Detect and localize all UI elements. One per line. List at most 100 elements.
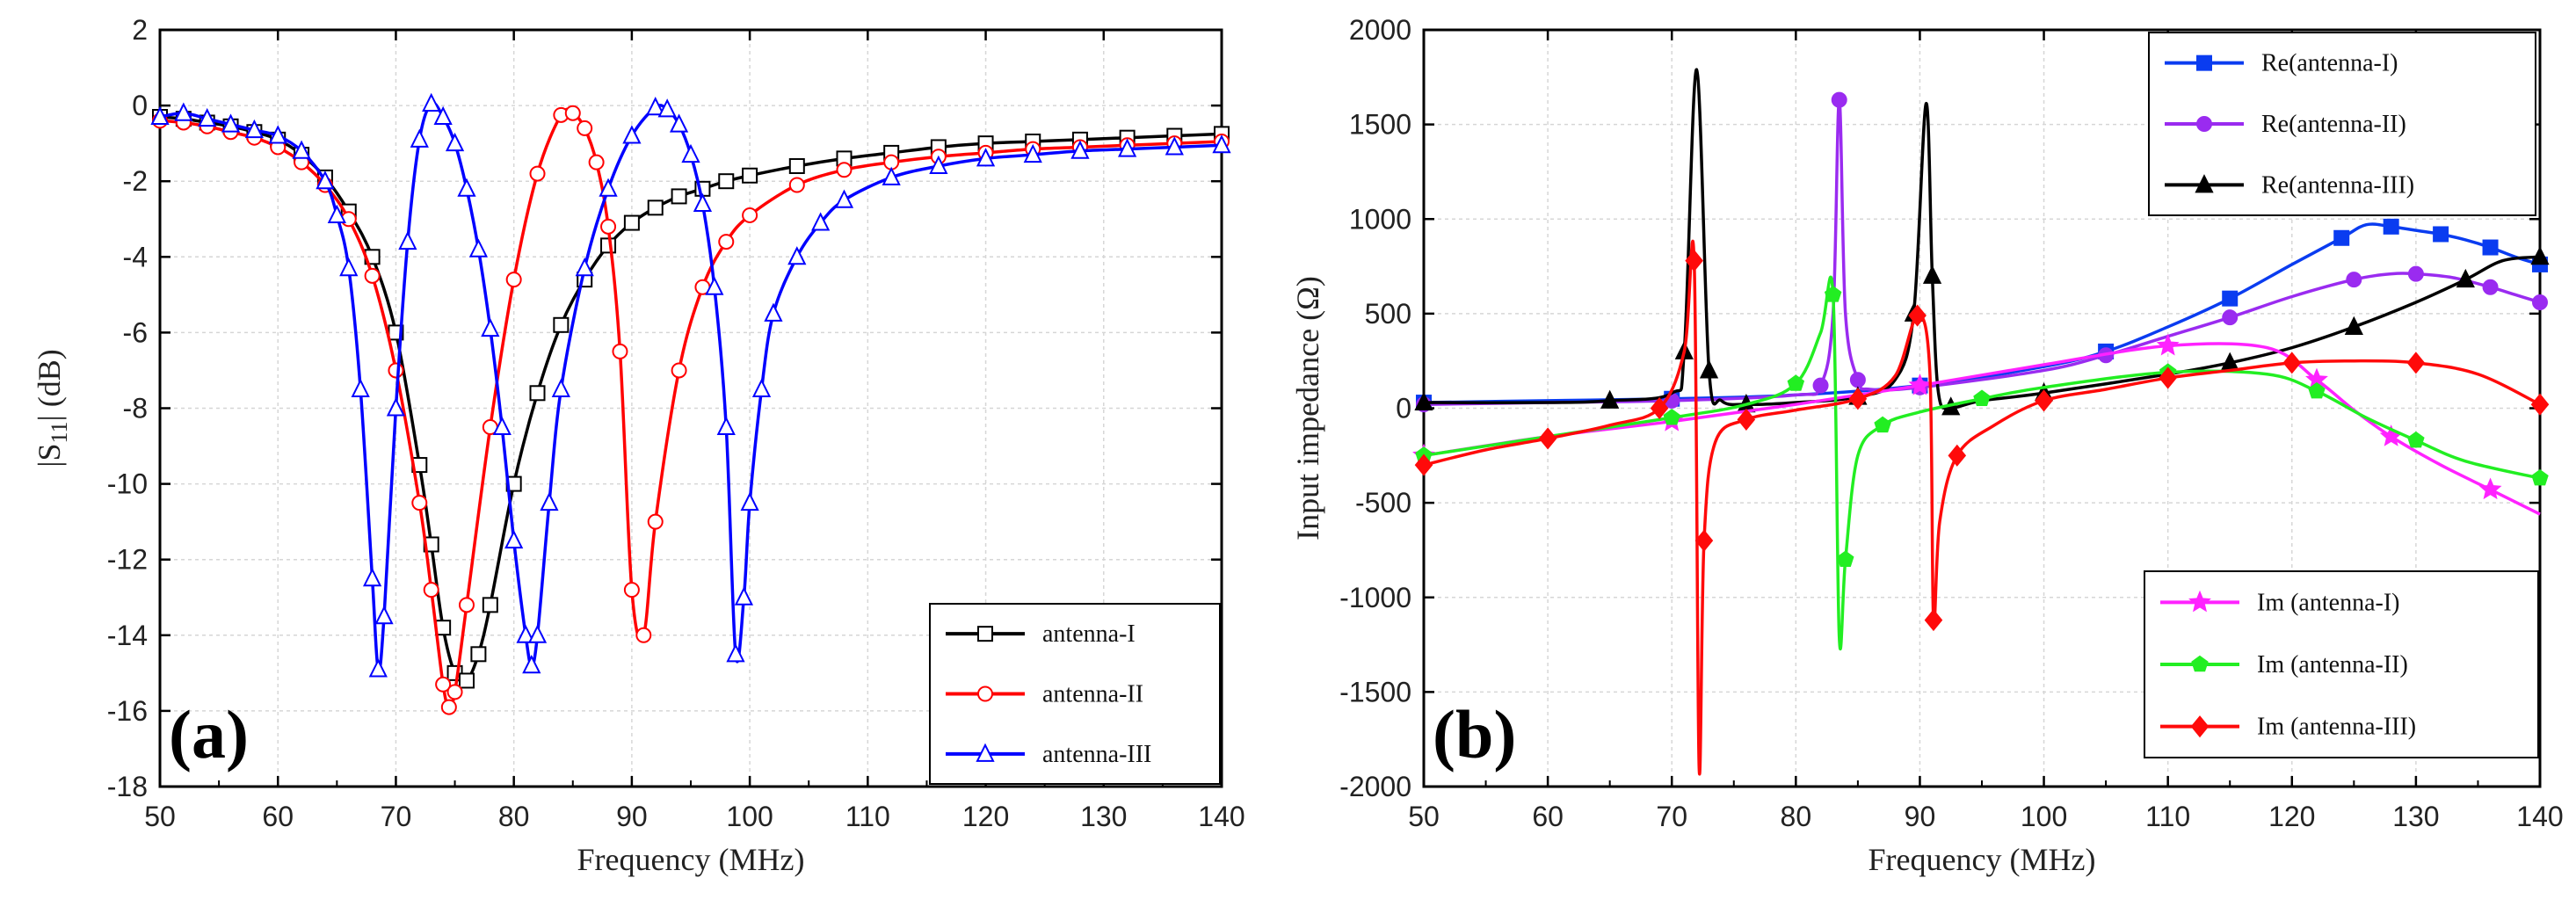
data-point	[575, 257, 594, 277]
data-point	[929, 155, 948, 174]
data-point	[1787, 374, 1805, 391]
data-point	[1849, 372, 1866, 388]
data-point	[2346, 272, 2362, 288]
legend-marker	[977, 626, 993, 642]
data-point	[1694, 529, 1714, 552]
y-tick-label: 2	[132, 14, 148, 46]
data-point	[1837, 550, 1854, 567]
data-point	[368, 658, 388, 678]
data-point	[1848, 388, 1868, 410]
x-tick-label: 110	[845, 801, 890, 832]
data-point	[742, 207, 758, 223]
legend-marker	[2191, 655, 2209, 672]
data-point	[529, 165, 546, 182]
x-tick-label: 70	[1656, 801, 1687, 832]
data-point	[2222, 309, 2239, 326]
data-point	[588, 154, 605, 170]
series-im-antenna-iii-	[1414, 239, 2550, 776]
data-point	[221, 113, 241, 133]
legend-label: Re(antenna-I)	[2261, 50, 2398, 77]
y-tick-label: -1500	[1339, 676, 1411, 707]
data-point	[2383, 218, 2399, 235]
legend-a: antenna-I antenna-II antenna-III	[929, 603, 1221, 785]
data-point	[1414, 391, 1433, 411]
y-tick-label: -6	[123, 316, 148, 348]
x-tick-label: 50	[144, 801, 176, 832]
panel-label-a: (a)	[169, 696, 249, 773]
ticks-b: 50 60 70 80 90 100 110 120 130 140 -2000 -1500 -1000…	[1339, 14, 2564, 832]
legend-marker	[2196, 54, 2212, 71]
data-point	[362, 567, 382, 587]
x-tick-label: 60	[262, 801, 294, 832]
data-point	[577, 120, 593, 136]
data-point	[2156, 333, 2180, 356]
data-point	[1023, 143, 1042, 163]
y-tick-label: -1000	[1339, 582, 1411, 613]
x-tick-label: 130	[1080, 801, 1127, 832]
y-tick-label: 1500	[1349, 109, 1411, 141]
x-axis-title-b: Frequency (MHz)	[1869, 842, 2096, 877]
data-point	[600, 237, 617, 254]
data-point	[742, 167, 758, 184]
legend-marker	[2195, 174, 2214, 193]
series-line	[1423, 239, 2541, 776]
legend-marker	[977, 686, 993, 702]
series-antenna-i	[152, 109, 1230, 689]
y-tick-label: -2	[123, 165, 148, 197]
data-point	[1212, 134, 1231, 154]
data-point	[2530, 393, 2550, 416]
data-point	[423, 582, 439, 598]
data-point	[2456, 268, 2475, 288]
panel-b: 50 60 70 80 90 100 110 120 130 140 -2000 -1500 -1000…	[1290, 14, 2564, 877]
data-point	[516, 624, 535, 643]
data-point	[1118, 138, 1137, 157]
data-point	[2407, 265, 2424, 282]
data-point	[635, 627, 652, 643]
y-tick-label: -14	[107, 620, 148, 651]
data-point	[2222, 290, 2239, 307]
x-tick-label: 90	[1905, 801, 1936, 832]
data-point	[2344, 316, 2363, 335]
data-point	[2407, 431, 2425, 448]
data-point	[492, 416, 512, 436]
data-point	[468, 238, 489, 258]
grid-a	[159, 29, 1223, 787]
y-axis-title-b: Input impedance (Ω)	[1290, 276, 1325, 540]
series-line	[159, 115, 1223, 684]
y-tick-label: -2000	[1339, 771, 1411, 802]
data-point	[1908, 304, 1927, 327]
data-point	[2333, 229, 2350, 246]
data-point	[564, 105, 581, 121]
legend-label: Re(antenna-II)	[2261, 111, 2406, 138]
data-point	[522, 655, 541, 674]
series-antenna-iii	[150, 92, 1231, 678]
x-tick-label: 110	[2145, 801, 2190, 832]
data-point	[470, 646, 487, 663]
data-point	[600, 218, 617, 235]
x-tick-label: 100	[2021, 801, 2067, 832]
data-point	[599, 178, 618, 197]
data-point	[788, 177, 805, 193]
data-point	[2482, 279, 2499, 295]
legend-label: antenna-III	[1042, 741, 1151, 768]
legend-label: Im (antenna-III)	[2257, 714, 2416, 741]
data-point	[174, 102, 193, 121]
data-point	[2282, 352, 2302, 374]
data-point	[2482, 239, 2499, 256]
data-point	[458, 672, 475, 689]
data-point	[527, 624, 548, 643]
data-point	[458, 597, 475, 613]
data-point	[1685, 250, 1703, 272]
data-point	[647, 513, 664, 530]
data-point	[751, 378, 772, 397]
data-point	[718, 234, 735, 250]
x-tick-label: 120	[962, 801, 1009, 832]
data-point	[435, 676, 452, 693]
data-point	[198, 107, 217, 127]
data-point	[612, 343, 628, 359]
ticks-a: 50 60 70 80 90 100 110 120 130 140 -18 -16 -14 -12 -10…	[107, 14, 1245, 832]
x-tick-label: 80	[1781, 801, 1812, 832]
legend-marker	[976, 743, 995, 762]
data-point	[740, 491, 759, 511]
x-tick-label: 90	[616, 801, 648, 832]
